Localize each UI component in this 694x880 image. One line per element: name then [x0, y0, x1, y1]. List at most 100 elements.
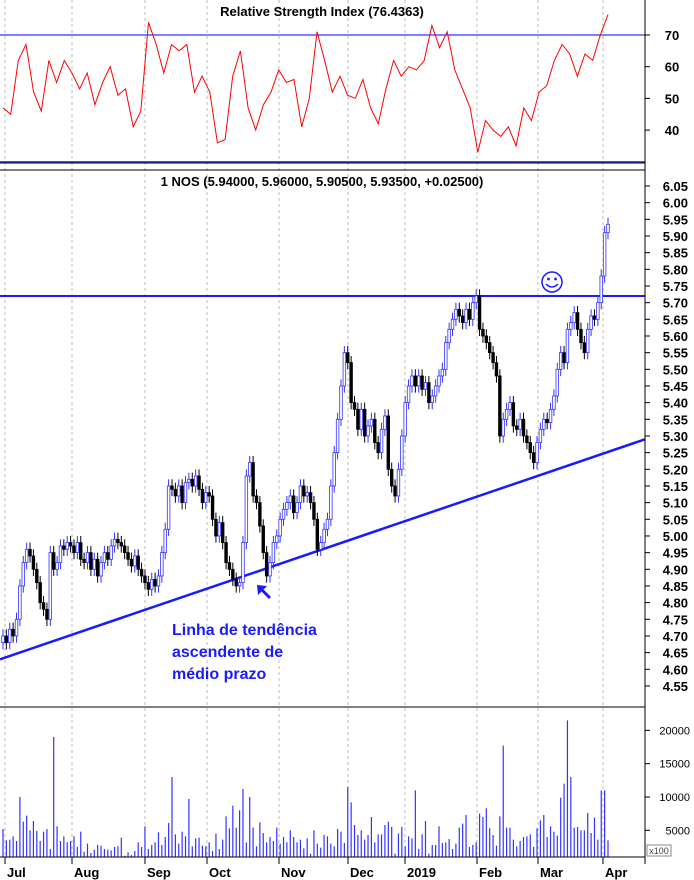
- candle-body: [24, 548, 29, 564]
- candle-body: [38, 582, 42, 604]
- volume-tick-label: 10000: [659, 792, 690, 804]
- candle-body: [427, 382, 431, 404]
- rsi-panel: 70 60 50 40: [0, 14, 679, 163]
- candle-body: [457, 308, 461, 317]
- candle-body: [467, 308, 472, 320]
- price-tick-label: 5.70: [663, 296, 688, 311]
- candle-body: [116, 538, 120, 544]
- month-label: Aug: [74, 865, 99, 880]
- price-tick-label: 4.85: [663, 579, 688, 594]
- smiley-face-icon: [541, 271, 563, 293]
- candle-body: [322, 528, 326, 544]
- candle-body: [302, 485, 306, 497]
- candle-body: [183, 482, 188, 504]
- candle-body: [420, 375, 424, 390]
- candle-body: [562, 352, 566, 364]
- price-tick-label: 6.05: [663, 179, 688, 194]
- price-tick-label: 5.75: [663, 279, 688, 294]
- candle-body: [447, 328, 451, 344]
- candle-body: [538, 428, 543, 444]
- candle-body: [92, 558, 96, 570]
- panel-frame: [0, 0, 646, 864]
- price-tick-label: 5.40: [663, 396, 688, 411]
- volume-panel: 20000 15000 10000 5000 x100: [2, 720, 690, 857]
- candle-body: [498, 375, 502, 437]
- month-label: Apr: [605, 865, 627, 880]
- candle-body: [204, 492, 208, 504]
- candle-body: [136, 555, 140, 570]
- candle-body: [82, 558, 86, 564]
- candle-body: [146, 582, 151, 590]
- candle-body: [143, 575, 147, 584]
- candle-body: [89, 552, 93, 570]
- month-label: Oct: [209, 865, 231, 880]
- candle-body: [109, 545, 113, 560]
- candle-body: [481, 328, 485, 337]
- candle-body: [325, 518, 330, 530]
- month-label: Jul: [7, 865, 26, 880]
- rsi-tick-label: 70: [665, 28, 679, 43]
- candle-body: [291, 495, 296, 514]
- candle-body: [572, 312, 576, 324]
- candle-body: [28, 548, 32, 557]
- candle-body: [227, 562, 232, 570]
- candle-body: [190, 478, 194, 487]
- trend-label-line-2: ascendente de: [172, 644, 283, 661]
- trend-label-line-3: médio prazo: [172, 666, 266, 683]
- candle-body: [281, 508, 286, 520]
- candle-body: [586, 328, 590, 354]
- candle-body: [251, 462, 255, 497]
- candle-body: [335, 418, 340, 454]
- candle-body: [95, 558, 100, 577]
- candle-body: [589, 315, 593, 330]
- candle-body: [150, 578, 154, 590]
- candle-body: [484, 335, 489, 344]
- candle-body: [552, 395, 556, 410]
- price-tick-label: 5.60: [663, 329, 688, 344]
- candle-body: [62, 545, 66, 550]
- rsi-tick-label: 40: [665, 123, 679, 138]
- candle-body: [139, 568, 144, 577]
- candle-body: [112, 538, 117, 547]
- candle-body: [366, 425, 370, 437]
- price-tick-label: 4.70: [663, 629, 688, 644]
- candle-body: [575, 312, 580, 330]
- candle-body: [237, 582, 242, 587]
- candle-body: [285, 502, 289, 510]
- price-tick-label: 5.55: [663, 346, 688, 361]
- price-tick-label: 4.75: [663, 612, 688, 627]
- price-tick-label: 5.95: [663, 212, 688, 227]
- month-label: Nov: [281, 865, 306, 880]
- candle-body: [278, 518, 282, 537]
- candle-body: [106, 552, 110, 560]
- month-label: Mar: [540, 865, 563, 880]
- candle-body: [569, 322, 573, 330]
- candle-body: [200, 488, 205, 504]
- volume-tick-label: 15000: [659, 759, 690, 771]
- candle-body: [170, 485, 174, 490]
- candle-body: [373, 418, 377, 444]
- candle-body: [65, 542, 69, 550]
- candle-body: [437, 375, 441, 387]
- candle-body: [248, 462, 252, 477]
- candle-body: [494, 362, 499, 377]
- candle-body: [315, 518, 320, 550]
- candle-body: [592, 315, 597, 320]
- candle-body: [298, 485, 303, 504]
- price-title: 1 NOS (5.94000, 5.96000, 5.90500, 5.9350…: [161, 174, 484, 189]
- candle-body: [531, 452, 536, 464]
- candle-body: [99, 562, 103, 577]
- candle-body: [555, 368, 560, 397]
- candle-body: [129, 558, 134, 567]
- candle-body: [423, 382, 428, 390]
- candle-body: [410, 375, 414, 387]
- candle-body: [511, 402, 516, 427]
- candle-body: [119, 542, 123, 547]
- candle-body: [102, 552, 107, 564]
- price-tick-label: 4.90: [663, 562, 688, 577]
- candle-body: [508, 402, 512, 410]
- candle-body: [58, 545, 63, 564]
- candle-body: [565, 328, 570, 364]
- candle-body: [454, 308, 458, 320]
